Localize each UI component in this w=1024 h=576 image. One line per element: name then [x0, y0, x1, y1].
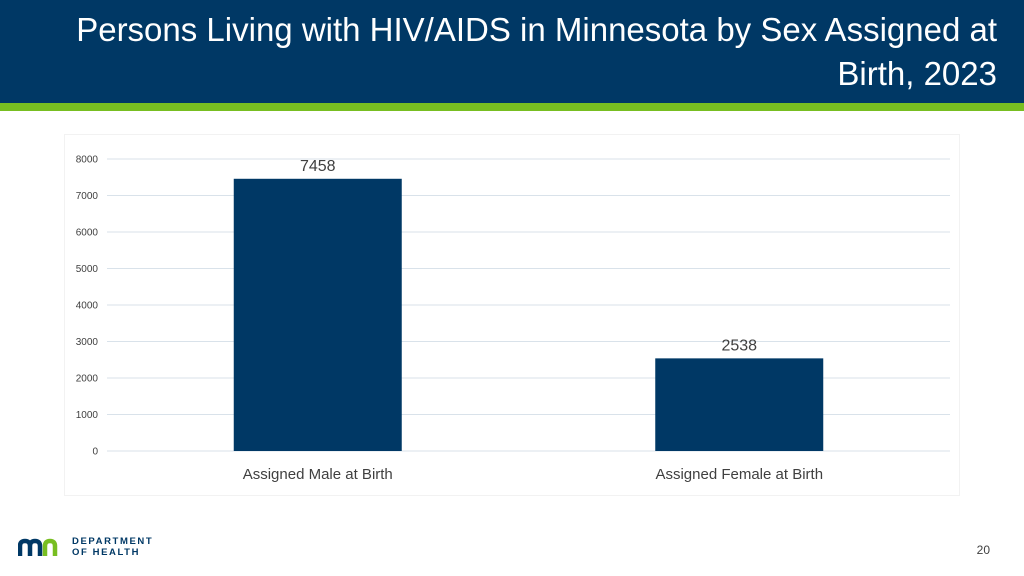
mn-logo-icon: [17, 538, 58, 556]
y-tick-label: 0: [92, 447, 98, 458]
bar: [655, 358, 824, 451]
header-accent-stripe: [0, 103, 1024, 111]
y-tick-label: 5000: [76, 264, 99, 275]
y-tick-label: 2000: [76, 374, 99, 385]
chart-area: 0 1000 2000 3000 4000 5000 6000 7000 8000 7458 Ass…: [65, 135, 959, 495]
logo-line-health: OF HEALTH: [72, 547, 141, 558]
bar-data-label: 7458: [300, 158, 336, 175]
header-bar: Persons Living with HIV/AIDS in Minnesot…: [0, 0, 1024, 103]
x-category-label: Assigned Male at Birth: [243, 466, 393, 483]
bar-chart: 0 1000 2000 3000 4000 5000 6000 7000 8000 7458 Ass…: [76, 155, 950, 483]
y-tick-label: 7000: [76, 191, 99, 202]
x-category-label: Assigned Female at Birth: [655, 466, 823, 483]
y-tick-label: 4000: [76, 301, 99, 312]
y-tick-label: 3000: [76, 337, 99, 348]
logo-line-department: DEPARTMENT: [72, 536, 154, 547]
bar-data-label: 2538: [721, 337, 757, 354]
slide-title: Persons Living with HIV/AIDS in Minnesot…: [76, 11, 997, 92]
y-tick-label: 1000: [76, 410, 99, 421]
y-tick-label: 6000: [76, 228, 99, 239]
page-number: 20: [976, 543, 990, 557]
logo-wordmark: DEPARTMENT OF HEALTH: [72, 536, 153, 558]
mdh-logo: DEPARTMENT OF HEALTH: [17, 536, 158, 560]
bar: [233, 178, 402, 451]
y-tick-label: 8000: [76, 155, 99, 166]
